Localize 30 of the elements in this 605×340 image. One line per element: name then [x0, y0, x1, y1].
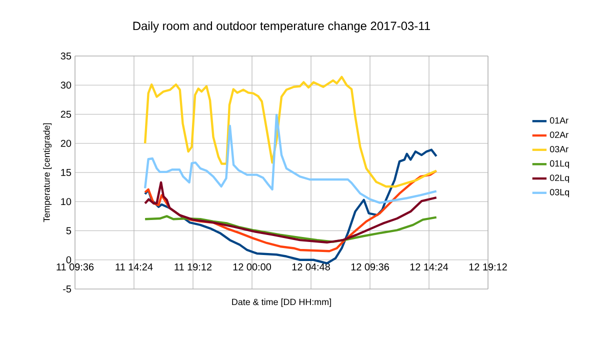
- x-tick-label: 12 19:12: [469, 263, 507, 270]
- line-series: [144, 181, 438, 244]
- y-tick-label: 15: [61, 169, 72, 176]
- y-tick-label: 30: [60, 82, 72, 89]
- legend-label: 01Lq: [550, 160, 569, 168]
- x-tick-label: 11 19:12: [174, 263, 212, 270]
- y-tick-label: 20: [60, 140, 72, 147]
- y-axis-title: Temperature [centigrade]: [43, 123, 52, 222]
- y-tick-label: 25: [60, 110, 72, 118]
- line-series: [144, 170, 438, 252]
- legend-label: 03Ar: [550, 146, 568, 152]
- x-tick-label: 12 00:00: [233, 263, 271, 270]
- legend-label: 02Lq: [550, 174, 569, 183]
- legend-label: 01Ar: [550, 117, 568, 124]
- x-axis-title: Date & time [DD HH:mm]: [232, 298, 331, 307]
- legend-label: 03Lq: [550, 188, 569, 198]
- y-tick-label: 35: [60, 52, 72, 60]
- x-tick-label: 12 09:36: [351, 263, 389, 270]
- chart-title: Daily room and outdoor temperature change 2017-03-11: [133, 21, 430, 33]
- line-series: [144, 76, 438, 188]
- x-tick-label: 12 04:48: [292, 263, 330, 270]
- x-tick-label: 12 14:24: [410, 263, 448, 270]
- x-tick-label: 11 14:24: [116, 263, 153, 270]
- y-tick-label: 0: [66, 256, 72, 264]
- y-tick-label: 5: [66, 227, 72, 234]
- line-series: [144, 215, 438, 243]
- legend-label: 02Ar: [550, 132, 568, 138]
- y-tick-label: 10: [61, 198, 72, 206]
- y-tick-label: -5: [63, 286, 72, 292]
- x-tick-label: 11 09:36: [56, 263, 94, 270]
